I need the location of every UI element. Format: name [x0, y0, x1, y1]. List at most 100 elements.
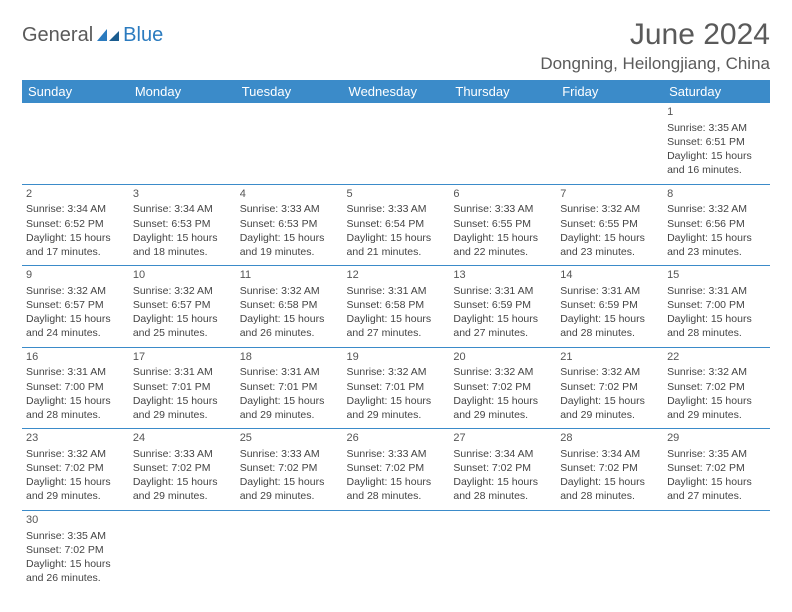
weekday-wednesday: Wednesday [343, 80, 450, 103]
day-number: 8 [667, 187, 766, 202]
calendar-row: 1Sunrise: 3:35 AMSunset: 6:51 PMDaylight… [22, 103, 770, 184]
day-sunrise: Sunrise: 3:32 AM [667, 202, 766, 216]
calendar-cell [236, 103, 343, 184]
calendar-cell: 1Sunrise: 3:35 AMSunset: 6:51 PMDaylight… [663, 103, 770, 184]
day-sunrise: Sunrise: 3:35 AM [26, 529, 125, 543]
day-sunrise: Sunrise: 3:32 AM [560, 365, 659, 379]
day-number: 11 [240, 268, 339, 283]
calendar-cell: 5Sunrise: 3:33 AMSunset: 6:54 PMDaylight… [343, 184, 450, 266]
logo: General Blue [22, 24, 163, 47]
day-sunrise: Sunrise: 3:31 AM [347, 284, 446, 298]
day-d2: and 23 minutes. [667, 245, 766, 259]
day-sunset: Sunset: 7:02 PM [240, 461, 339, 475]
day-number: 14 [560, 268, 659, 283]
day-number: 19 [347, 350, 446, 365]
day-sunset: Sunset: 7:02 PM [453, 461, 552, 475]
day-sunset: Sunset: 7:00 PM [26, 380, 125, 394]
weekday-monday: Monday [129, 80, 236, 103]
calendar-cell: 7Sunrise: 3:32 AMSunset: 6:55 PMDaylight… [556, 184, 663, 266]
calendar-cell [663, 510, 770, 591]
calendar-row: 2Sunrise: 3:34 AMSunset: 6:52 PMDaylight… [22, 184, 770, 266]
day-d2: and 26 minutes. [240, 326, 339, 340]
day-d2: and 19 minutes. [240, 245, 339, 259]
day-d1: Daylight: 15 hours [347, 312, 446, 326]
calendar-table: Sunday Monday Tuesday Wednesday Thursday… [22, 80, 770, 591]
day-sunrise: Sunrise: 3:33 AM [240, 447, 339, 461]
calendar-cell: 24Sunrise: 3:33 AMSunset: 7:02 PMDayligh… [129, 429, 236, 511]
day-number: 5 [347, 187, 446, 202]
day-sunrise: Sunrise: 3:32 AM [453, 365, 552, 379]
calendar-cell [22, 103, 129, 184]
day-sunrise: Sunrise: 3:33 AM [240, 202, 339, 216]
calendar-cell: 17Sunrise: 3:31 AMSunset: 7:01 PMDayligh… [129, 347, 236, 429]
calendar-cell: 20Sunrise: 3:32 AMSunset: 7:02 PMDayligh… [449, 347, 556, 429]
day-sunset: Sunset: 7:01 PM [347, 380, 446, 394]
calendar-cell: 11Sunrise: 3:32 AMSunset: 6:58 PMDayligh… [236, 266, 343, 348]
calendar-cell [343, 510, 450, 591]
calendar-cell: 4Sunrise: 3:33 AMSunset: 6:53 PMDaylight… [236, 184, 343, 266]
calendar-cell: 15Sunrise: 3:31 AMSunset: 7:00 PMDayligh… [663, 266, 770, 348]
header: General Blue June 2024 Dongning, Heilong… [22, 18, 770, 74]
day-sunset: Sunset: 6:59 PM [453, 298, 552, 312]
day-sunrise: Sunrise: 3:34 AM [26, 202, 125, 216]
calendar-cell: 18Sunrise: 3:31 AMSunset: 7:01 PMDayligh… [236, 347, 343, 429]
day-sunrise: Sunrise: 3:31 AM [560, 284, 659, 298]
day-sunset: Sunset: 6:58 PM [240, 298, 339, 312]
calendar-cell: 23Sunrise: 3:32 AMSunset: 7:02 PMDayligh… [22, 429, 129, 511]
day-sunset: Sunset: 7:02 PM [560, 380, 659, 394]
day-d2: and 29 minutes. [133, 489, 232, 503]
day-sunrise: Sunrise: 3:31 AM [453, 284, 552, 298]
logo-text-general: General [22, 24, 93, 47]
day-d1: Daylight: 15 hours [560, 312, 659, 326]
day-d1: Daylight: 15 hours [667, 312, 766, 326]
day-sunrise: Sunrise: 3:34 AM [453, 447, 552, 461]
calendar-cell: 29Sunrise: 3:35 AMSunset: 7:02 PMDayligh… [663, 429, 770, 511]
calendar-cell: 28Sunrise: 3:34 AMSunset: 7:02 PMDayligh… [556, 429, 663, 511]
day-number: 30 [26, 513, 125, 528]
day-number: 10 [133, 268, 232, 283]
day-d1: Daylight: 15 hours [667, 394, 766, 408]
day-sunset: Sunset: 7:01 PM [240, 380, 339, 394]
day-number: 17 [133, 350, 232, 365]
day-sunrise: Sunrise: 3:34 AM [560, 447, 659, 461]
day-sunrise: Sunrise: 3:31 AM [133, 365, 232, 379]
day-sunset: Sunset: 6:54 PM [347, 217, 446, 231]
day-sunset: Sunset: 7:02 PM [26, 461, 125, 475]
day-sunset: Sunset: 6:57 PM [26, 298, 125, 312]
calendar-cell [129, 510, 236, 591]
day-d2: and 29 minutes. [347, 408, 446, 422]
day-number: 21 [560, 350, 659, 365]
day-sunset: Sunset: 6:51 PM [667, 135, 766, 149]
calendar-cell [556, 510, 663, 591]
day-sunrise: Sunrise: 3:32 AM [667, 365, 766, 379]
calendar-cell: 30Sunrise: 3:35 AMSunset: 7:02 PMDayligh… [22, 510, 129, 591]
day-d2: and 16 minutes. [667, 163, 766, 177]
location-label: Dongning, Heilongjiang, China [540, 54, 770, 74]
calendar-cell: 3Sunrise: 3:34 AMSunset: 6:53 PMDaylight… [129, 184, 236, 266]
calendar-row: 9Sunrise: 3:32 AMSunset: 6:57 PMDaylight… [22, 266, 770, 348]
day-number: 27 [453, 431, 552, 446]
calendar-cell [129, 103, 236, 184]
calendar-cell: 10Sunrise: 3:32 AMSunset: 6:57 PMDayligh… [129, 266, 236, 348]
day-d2: and 18 minutes. [133, 245, 232, 259]
day-d2: and 29 minutes. [560, 408, 659, 422]
day-sunset: Sunset: 7:02 PM [133, 461, 232, 475]
day-d1: Daylight: 15 hours [560, 394, 659, 408]
day-d1: Daylight: 15 hours [667, 231, 766, 245]
day-sunrise: Sunrise: 3:31 AM [26, 365, 125, 379]
day-d1: Daylight: 15 hours [240, 394, 339, 408]
day-number: 25 [240, 431, 339, 446]
day-d2: and 28 minutes. [347, 489, 446, 503]
day-sunrise: Sunrise: 3:32 AM [347, 365, 446, 379]
day-number: 26 [347, 431, 446, 446]
day-d2: and 27 minutes. [667, 489, 766, 503]
day-d1: Daylight: 15 hours [347, 231, 446, 245]
day-d2: and 23 minutes. [560, 245, 659, 259]
day-number: 13 [453, 268, 552, 283]
day-d2: and 28 minutes. [453, 489, 552, 503]
day-sunset: Sunset: 6:52 PM [26, 217, 125, 231]
day-d1: Daylight: 15 hours [26, 394, 125, 408]
day-sunset: Sunset: 6:57 PM [133, 298, 232, 312]
day-sunset: Sunset: 6:55 PM [560, 217, 659, 231]
day-d1: Daylight: 15 hours [133, 475, 232, 489]
